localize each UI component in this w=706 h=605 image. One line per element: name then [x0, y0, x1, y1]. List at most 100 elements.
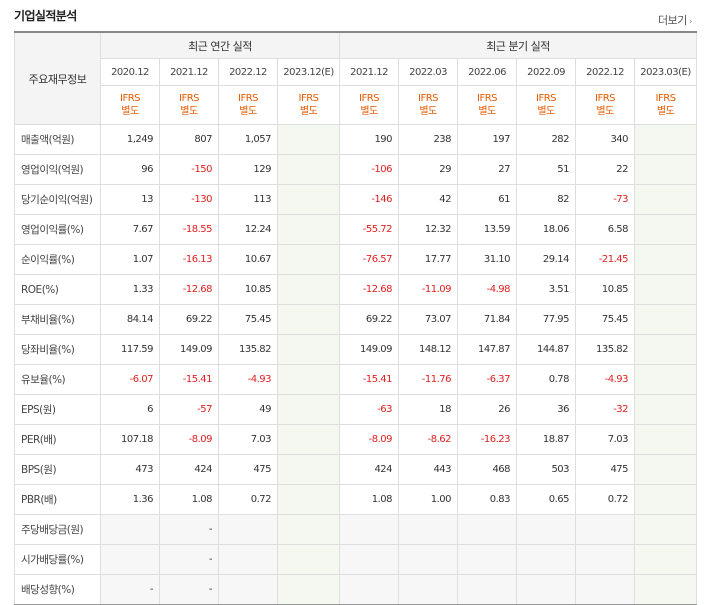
- table-cell: -: [159, 514, 219, 545]
- table-cell: 77.95: [516, 304, 577, 335]
- table-cell: [276, 544, 341, 575]
- table-cell: 18.87: [516, 424, 577, 455]
- table-cell: 10.67: [218, 244, 278, 275]
- table-cell: -: [159, 544, 219, 575]
- table-cell: 10.85: [218, 274, 278, 305]
- ifrs-label: IFRS 별도: [575, 85, 636, 125]
- table-cell: [516, 544, 577, 575]
- table-cell: [634, 574, 698, 605]
- table-cell: 107.18: [100, 424, 160, 455]
- table-cell: 0.65: [516, 484, 577, 515]
- table-cell: 73.07: [398, 304, 459, 335]
- row-label: 순이익률(%): [14, 244, 101, 275]
- ifrs-label: IFRS 별도: [457, 85, 518, 125]
- ifrs-label: IFRS 별도: [159, 85, 219, 125]
- table-cell: [276, 424, 341, 455]
- table-cell: [516, 514, 577, 545]
- ifrs-label: IFRS 별도: [100, 85, 160, 125]
- table-row: 배당성향(%) - -: [14, 574, 698, 605]
- table-cell: -12.68: [159, 274, 219, 305]
- table-cell: -6.37: [457, 364, 518, 395]
- ifrs-label: IFRS 별도: [276, 85, 341, 125]
- table-cell: [276, 244, 341, 275]
- table-cell: [634, 124, 698, 155]
- group-header-annual: 최근 연간 실적: [99, 31, 341, 59]
- table-cell: [634, 394, 698, 425]
- period-header: 2022.12: [575, 58, 636, 86]
- table-cell: [218, 514, 278, 545]
- period-header: 2021.12: [159, 58, 219, 86]
- period-header: 2023.12(E): [276, 58, 341, 86]
- row-label: 배당성향(%): [14, 574, 101, 605]
- table-cell: -4.93: [575, 364, 636, 395]
- period-header: 2022.09: [516, 58, 577, 86]
- table-cell: 75.45: [575, 304, 636, 335]
- table-row: 당좌비율(%) 117.59 149.09 135.82 149.09 148.12 147…: [14, 334, 698, 365]
- table-row: BPS(원) 473 424 475 424 443 468 503 475: [14, 454, 698, 485]
- table-cell: [634, 154, 698, 185]
- table-cell: [634, 274, 698, 305]
- ifrs-label: IFRS 별도: [516, 85, 577, 125]
- row-label: EPS(원): [14, 394, 101, 425]
- table-cell: [457, 544, 518, 575]
- table-cell: 6.58: [575, 214, 636, 245]
- table-cell: 96: [100, 154, 160, 185]
- table-cell: [457, 574, 518, 605]
- table-cell: 147.87: [457, 334, 518, 365]
- table-cell: [634, 214, 698, 245]
- table-cell: [575, 514, 636, 545]
- table-row: PER(배) 107.18 -8.09 7.03 -8.09 -8.62 -16.23 18.…: [14, 424, 698, 455]
- table-cell: 31.10: [457, 244, 518, 275]
- row-label: PBR(배): [14, 484, 101, 515]
- period-header: 2023.03(E): [634, 58, 698, 86]
- table-cell: 13.59: [457, 214, 518, 245]
- table-cell: [634, 334, 698, 365]
- table-cell: -8.09: [159, 424, 219, 455]
- table-cell: -32: [575, 394, 636, 425]
- table-cell: 129: [218, 154, 278, 185]
- chevron-right-icon: ›: [688, 17, 693, 27]
- table-cell: 71.84: [457, 304, 518, 335]
- table-cell: 1.33: [100, 274, 160, 305]
- table-cell: 0.78: [516, 364, 577, 395]
- table-cell: -55.72: [339, 214, 400, 245]
- table-cell: 282: [516, 124, 577, 155]
- ifrs-label: IFRS 별도: [218, 85, 278, 125]
- table-cell: 69.22: [159, 304, 219, 335]
- table-cell: -4.98: [457, 274, 518, 305]
- table-cell: [634, 244, 698, 275]
- table-cell: 22: [575, 154, 636, 185]
- row-label: 영업이익률(%): [14, 214, 101, 245]
- table-cell: -6.07: [100, 364, 160, 395]
- table-cell: 473: [100, 454, 160, 485]
- period-header: 2022.06: [457, 58, 518, 86]
- table-cell: 0.83: [457, 484, 518, 515]
- table-cell: [634, 184, 698, 215]
- table-cell: 117.59: [100, 334, 160, 365]
- table-row: EPS(원) 6 -57 49 -63 18 26 36 -32: [14, 394, 698, 425]
- more-link[interactable]: 더보기 ›: [658, 12, 693, 28]
- table-cell: 69.22: [339, 304, 400, 335]
- table-cell: 424: [339, 454, 400, 485]
- table-cell: 468: [457, 454, 518, 485]
- table-cell: [339, 544, 400, 575]
- table-cell: [276, 334, 341, 365]
- table-cell: 84.14: [100, 304, 160, 335]
- table-cell: 1,249: [100, 124, 160, 155]
- row-label: 부채비율(%): [14, 304, 101, 335]
- table-cell: 7.03: [575, 424, 636, 455]
- table-cell: [575, 574, 636, 605]
- table-cell: 12.32: [398, 214, 459, 245]
- table-cell: 29: [398, 154, 459, 185]
- table-row: 시가배당률(%) -: [14, 544, 698, 575]
- table-cell: 6: [100, 394, 160, 425]
- table-cell: [276, 124, 341, 155]
- table-cell: 475: [575, 454, 636, 485]
- table-cell: [634, 304, 698, 335]
- table-cell: -18.55: [159, 214, 219, 245]
- table-cell: [457, 514, 518, 545]
- table-cell: 149.09: [159, 334, 219, 365]
- table-cell: -146: [339, 184, 400, 215]
- table-cell: -11.09: [398, 274, 459, 305]
- table-cell: [100, 544, 160, 575]
